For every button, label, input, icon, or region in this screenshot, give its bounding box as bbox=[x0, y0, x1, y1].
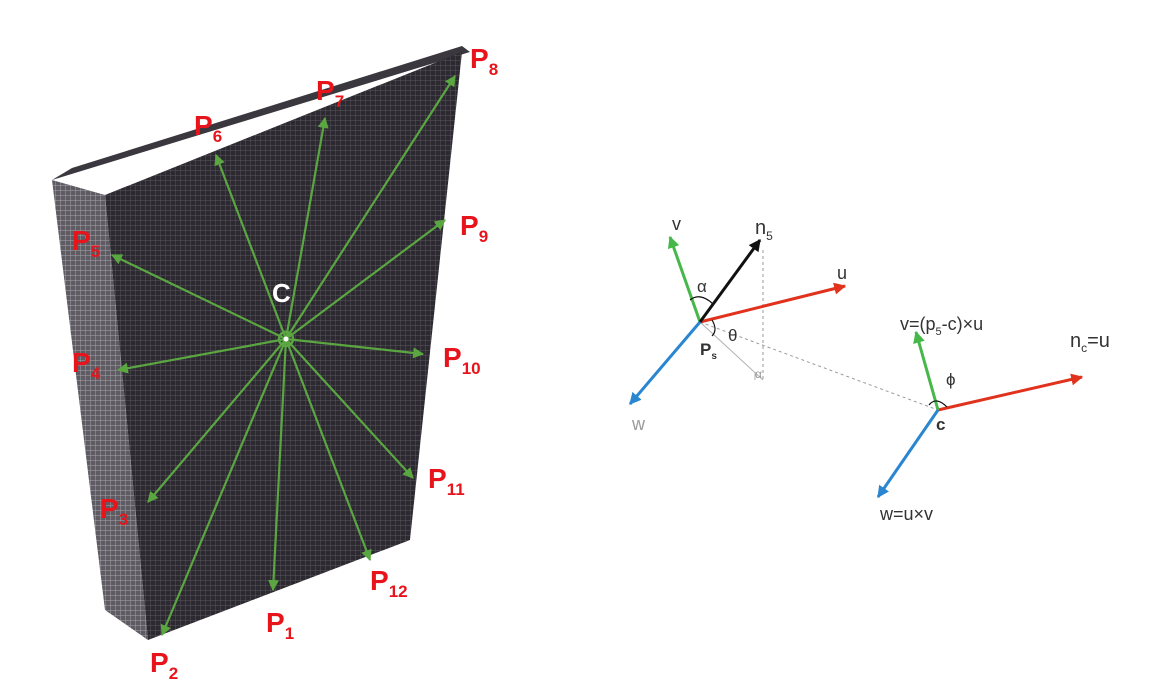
arrow-p2 bbox=[160, 338, 288, 637]
vector-arrows bbox=[111, 75, 456, 637]
w-axis-right bbox=[876, 409, 940, 498]
small-alpha-label: α bbox=[755, 367, 762, 381]
center-marker-dot bbox=[283, 336, 289, 342]
alpha-label: α bbox=[697, 277, 707, 296]
v-axis-right bbox=[913, 330, 940, 411]
label-p7: P7 bbox=[316, 75, 344, 111]
label-p10: P10 bbox=[443, 342, 481, 378]
label-p1: P1 bbox=[266, 607, 294, 643]
n5-vector bbox=[698, 239, 762, 323]
u-axis-right bbox=[937, 373, 1084, 412]
v-label-right: v=(p5-c)×u bbox=[900, 314, 983, 338]
w-axis-left bbox=[628, 321, 702, 405]
block-top-face bbox=[52, 46, 470, 180]
block-side-face bbox=[52, 180, 148, 640]
w-label-left: w bbox=[631, 414, 646, 434]
right-diagram: v n5 u α θ Ps α w v=(p5-c)×u nc=u ϕ c w=… bbox=[628, 214, 1110, 524]
dashed-line-ps-c bbox=[699, 321, 939, 411]
center-marker bbox=[277, 330, 295, 348]
u-label-left: u bbox=[837, 263, 847, 283]
label-p2: P2 bbox=[150, 647, 178, 683]
phi-label: ϕ bbox=[946, 370, 956, 389]
point-labels: P1 P2 P3 P4 P5 P6 P7 P8 P9 P10 P11 P12 bbox=[72, 43, 498, 683]
nc-label: nc=u bbox=[1070, 330, 1110, 355]
alpha-arc bbox=[689, 296, 714, 305]
arrow-p5 bbox=[111, 254, 287, 340]
v-axis-left bbox=[667, 235, 702, 323]
n5-label: n5 bbox=[755, 217, 773, 243]
label-p12: P12 bbox=[370, 565, 408, 601]
label-p11: P11 bbox=[428, 463, 465, 499]
u-axis-left bbox=[699, 282, 847, 324]
phi-arc bbox=[928, 400, 948, 408]
arrow-p12 bbox=[284, 338, 372, 562]
label-p6: P6 bbox=[194, 110, 222, 146]
arrow-p6 bbox=[214, 153, 288, 340]
arrow-p1 bbox=[268, 338, 288, 592]
projection-line bbox=[699, 321, 764, 381]
arrow-p11 bbox=[285, 338, 414, 479]
label-p8: P8 bbox=[470, 43, 498, 79]
theta-label: θ bbox=[728, 326, 737, 345]
arrow-p7 bbox=[284, 116, 329, 340]
c-label-right: c bbox=[936, 415, 945, 434]
theta-arc bbox=[711, 319, 716, 337]
arrow-p4 bbox=[116, 337, 287, 374]
arrow-p8 bbox=[285, 75, 456, 340]
v-label-left: v bbox=[672, 214, 681, 234]
arrow-p3 bbox=[147, 338, 287, 503]
label-p4: P4 bbox=[72, 347, 101, 383]
arrow-p10 bbox=[285, 337, 425, 359]
label-p5: P5 bbox=[72, 225, 100, 261]
arrow-p9 bbox=[285, 219, 446, 340]
center-label: C bbox=[272, 278, 291, 308]
label-p9: P9 bbox=[460, 210, 488, 246]
label-p3: P3 bbox=[100, 493, 128, 529]
ps-label: Ps bbox=[700, 340, 717, 362]
w-label-right: w=u×v bbox=[879, 504, 933, 524]
